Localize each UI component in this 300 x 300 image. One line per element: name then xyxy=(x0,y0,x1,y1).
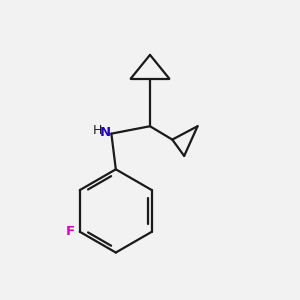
Text: F: F xyxy=(65,225,74,238)
Text: N: N xyxy=(99,126,110,139)
Text: H: H xyxy=(93,124,102,137)
